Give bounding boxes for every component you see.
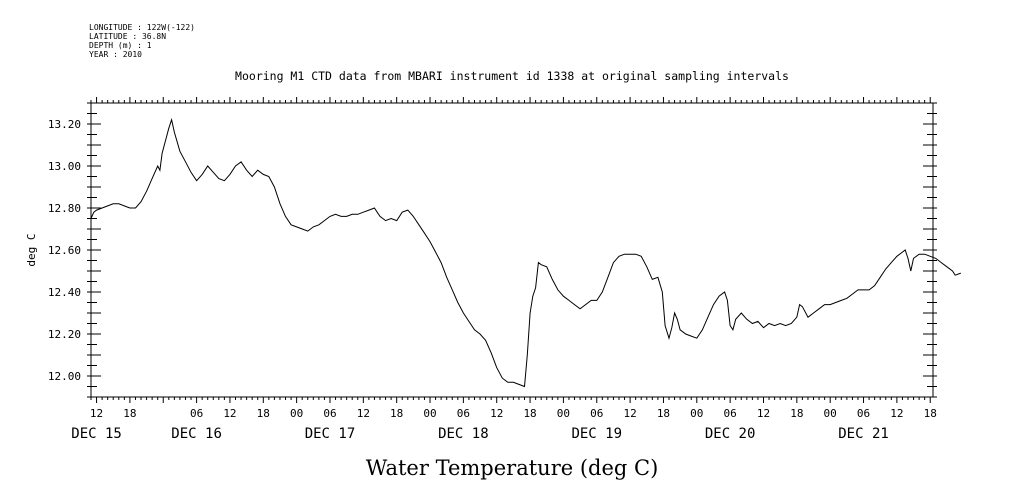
x-date-label: DEC 16 [171,426,222,442]
x-hour-tick-label: 06 [590,407,603,420]
y-tick-label: 13.00 [48,160,81,173]
x-hour-tick-label: 12 [757,407,770,420]
minor-ticks [90,97,931,403]
meta-year: YEAR : 2010 [89,50,142,59]
x-hour-tick-label: 06 [323,407,336,420]
x-hour-tick-label: 18 [657,407,670,420]
y-axis-label: deg C [25,233,38,266]
x-hour-tick-label: 12 [223,407,236,420]
y-tick-label: 13.20 [48,118,81,131]
x-hour-tick-label: 12 [90,407,103,420]
meta-depth: DEPTH (m) : 1 [89,41,152,50]
x-date-label: DEC 19 [571,426,622,442]
y-tick-label: 12.00 [48,370,81,383]
x-hour-tick-label: 18 [123,407,136,420]
chart-title: Mooring M1 CTD data from MBARI instrumen… [235,69,789,83]
y-tick-label: 12.60 [48,244,81,257]
x-hour-tick-label: 12 [357,407,370,420]
x-hour-tick-label: 06 [857,407,870,420]
x-hour-tick-label: 00 [690,407,703,420]
x-hour-tick-label: 12 [623,407,636,420]
x-axis-label: Water Temperature (deg C) [366,456,659,480]
x-date-label: DEC 18 [438,426,489,442]
x-hour-tick-label: 18 [924,407,937,420]
x-date-label: DEC 21 [838,426,889,442]
plot-frame [90,102,934,398]
x-date-label: DEC 20 [705,426,756,442]
x-hour-tick-label: 00 [290,407,303,420]
x-hour-tick-label: 12 [490,407,503,420]
x-hour-tick-label: 18 [390,407,403,420]
x-hour-tick-label: 18 [790,407,803,420]
x-hour-tick-label: 06 [724,407,737,420]
x-date-label: DEC 17 [305,426,356,442]
y-tick-label: 12.80 [48,202,81,215]
y-tick-label: 12.40 [48,286,81,299]
x-hour-tick-label: 00 [423,407,436,420]
x-hour-tick-label: 06 [190,407,203,420]
meta-latitude: LATITUDE : 36.8N [89,32,166,41]
meta-longitude: LONGITUDE : 122W(-122) [89,23,195,32]
x-axis: 12 18 06 12 18 00 06 12 18 00 06 12 18 00 06 12 18 00 06 12… [71,407,937,442]
y-tick-label: 12.20 [48,328,81,341]
x-hour-tick-label: 18 [523,407,536,420]
x-hour-tick-label: 18 [257,407,270,420]
y-axis: 12.00 12.20 12.40 12.60 12.80 13.00 13.20 [48,102,937,398]
x-hour-tick-label: 12 [890,407,903,420]
x-hour-tick-label: 06 [457,407,470,420]
x-date-label: DEC 15 [71,426,122,442]
x-hour-tick-label: 00 [824,407,837,420]
metadata-block: LONGITUDE : 122W(-122) LATITUDE : 36.8N … [89,23,195,59]
temperature-series-line [90,117,961,388]
x-hour-tick-label: 00 [557,407,570,420]
